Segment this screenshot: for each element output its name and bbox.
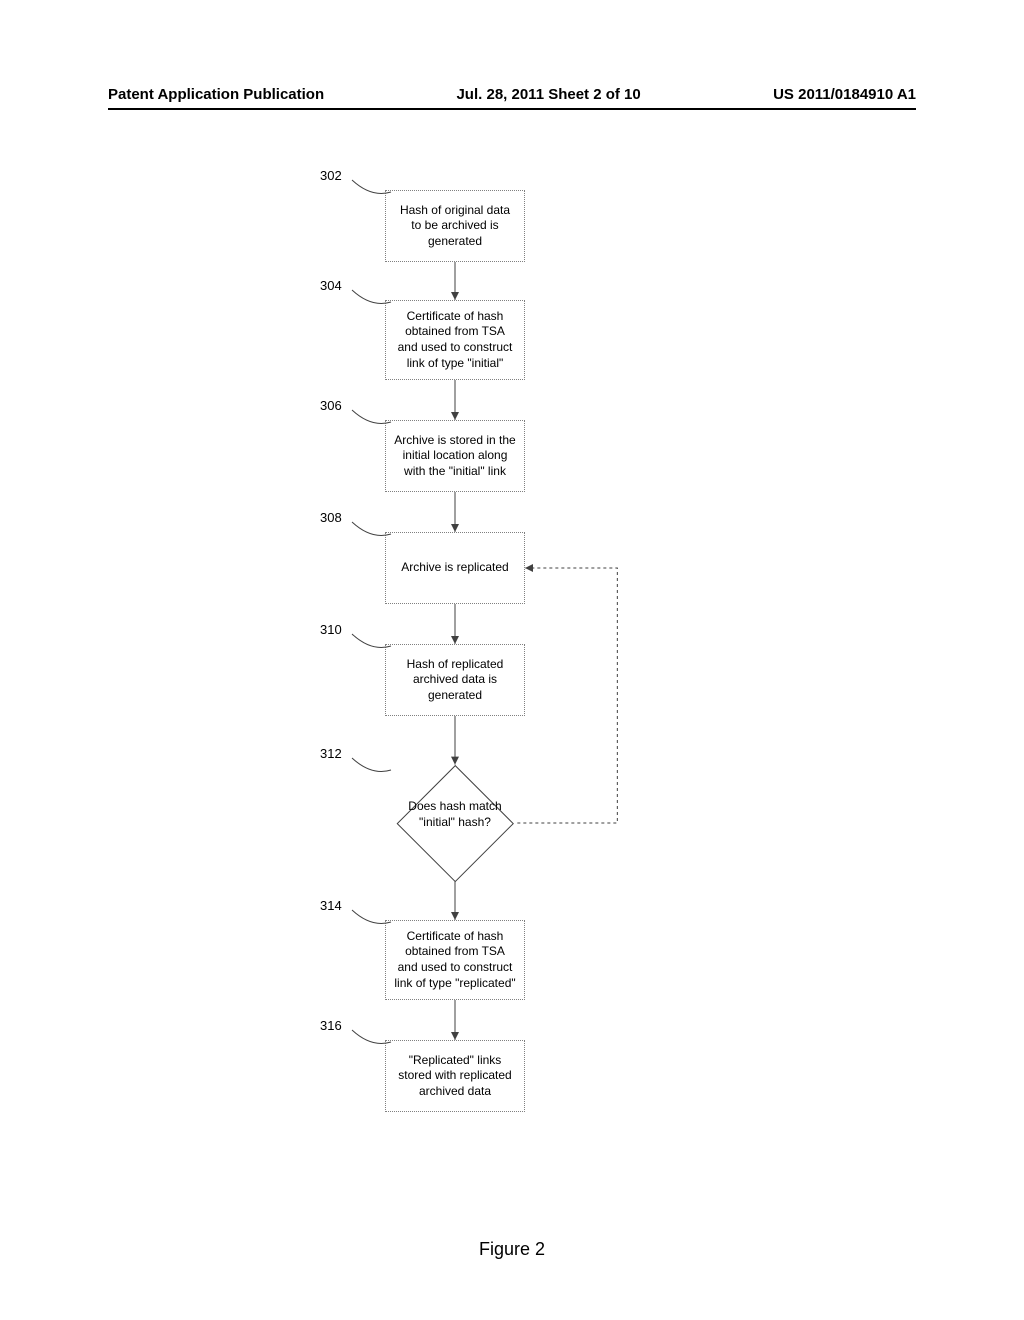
figure-label: Figure 2 <box>0 1239 1024 1260</box>
edge <box>0 150 1024 1210</box>
header-rule <box>108 108 916 110</box>
header-left: Patent Application Publication <box>108 86 324 103</box>
flowchart-canvas: Hash of original data to be archived is … <box>0 150 1024 1210</box>
header-center: Jul. 28, 2011 Sheet 2 of 10 <box>456 86 640 103</box>
header-right: US 2011/0184910 A1 <box>773 86 916 103</box>
page-header: Patent Application Publication Jul. 28, … <box>108 86 916 103</box>
